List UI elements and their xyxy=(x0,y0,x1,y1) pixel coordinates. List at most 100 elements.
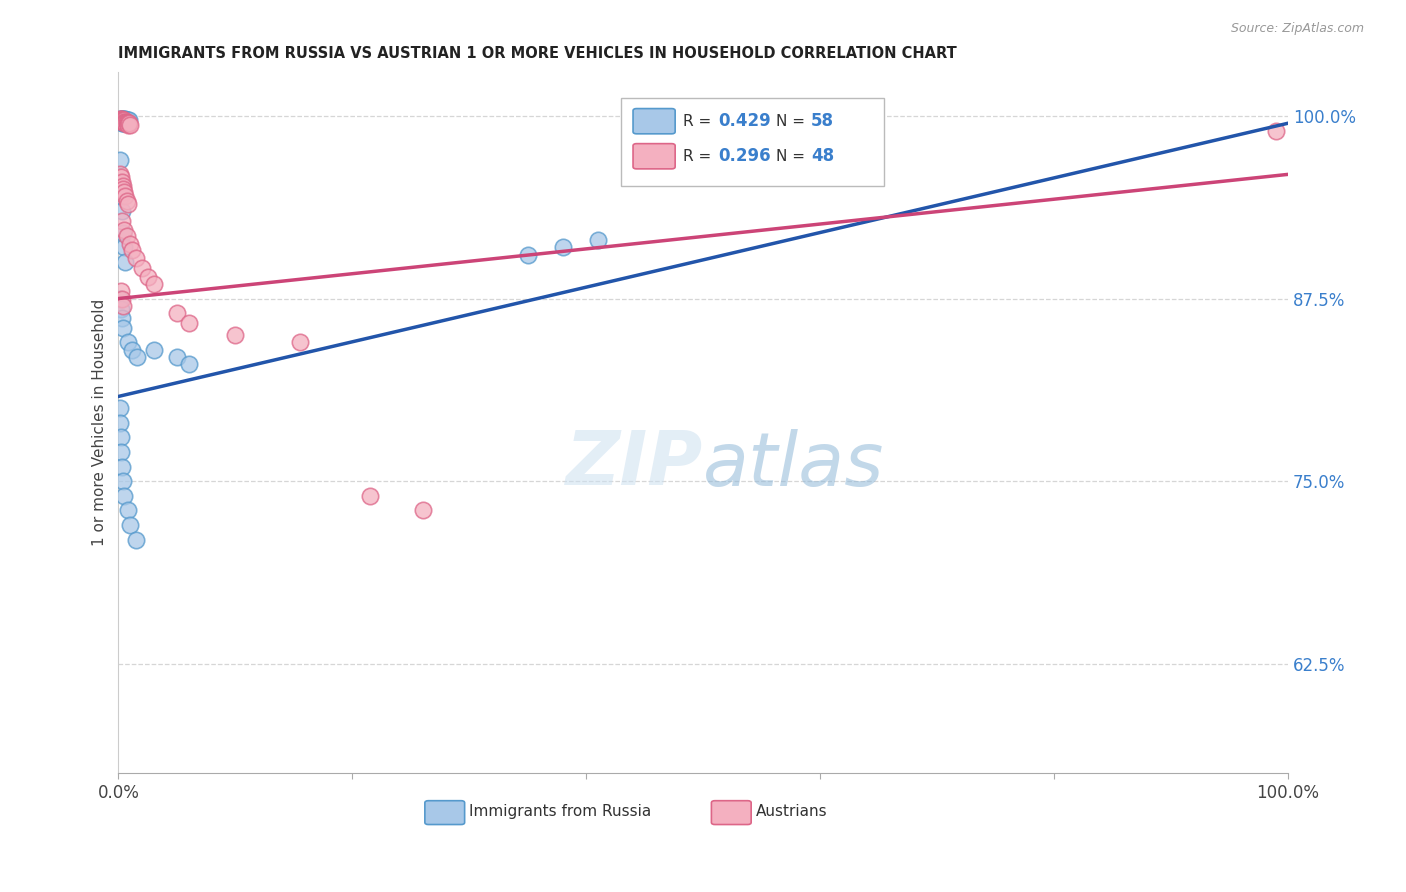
Point xyxy=(112,112,135,126)
Text: R =: R = xyxy=(683,113,717,128)
Point xyxy=(111,175,134,189)
Point xyxy=(108,167,131,181)
Point xyxy=(112,115,135,129)
Text: R =: R = xyxy=(683,149,717,164)
Point xyxy=(412,503,434,517)
Point xyxy=(117,118,139,132)
Point xyxy=(111,113,134,128)
Text: ZIP: ZIP xyxy=(567,428,703,501)
Point xyxy=(108,401,131,416)
Point xyxy=(110,170,132,185)
Point xyxy=(112,299,135,313)
FancyBboxPatch shape xyxy=(425,801,464,824)
Point xyxy=(112,179,135,194)
Point xyxy=(640,167,662,181)
Point xyxy=(112,240,135,254)
Point xyxy=(166,306,188,320)
Point xyxy=(110,115,132,129)
Point xyxy=(110,113,132,128)
Point xyxy=(177,317,200,331)
Point xyxy=(112,489,135,503)
Text: N =: N = xyxy=(776,113,810,128)
Point xyxy=(115,115,138,129)
Point xyxy=(117,115,139,129)
Point xyxy=(121,244,143,258)
Point xyxy=(586,233,609,247)
Point xyxy=(112,116,135,130)
Point xyxy=(110,112,132,126)
Point xyxy=(142,343,165,357)
Text: 48: 48 xyxy=(811,147,834,165)
Text: IMMIGRANTS FROM RUSSIA VS AUSTRIAN 1 OR MORE VEHICLES IN HOUSEHOLD CORRELATION C: IMMIGRANTS FROM RUSSIA VS AUSTRIAN 1 OR … xyxy=(118,46,957,62)
Point xyxy=(117,113,139,128)
Point xyxy=(115,228,138,243)
Point xyxy=(108,292,131,306)
Point xyxy=(110,112,132,126)
FancyBboxPatch shape xyxy=(633,109,675,134)
Point xyxy=(516,248,538,262)
Point xyxy=(142,277,165,291)
FancyBboxPatch shape xyxy=(711,801,751,824)
Point xyxy=(115,113,138,128)
Point xyxy=(112,223,135,237)
Point xyxy=(136,269,159,284)
Point xyxy=(127,350,149,364)
Point xyxy=(120,237,142,252)
Point xyxy=(112,113,135,128)
Point xyxy=(117,335,139,350)
Point xyxy=(111,310,134,325)
Text: 0.296: 0.296 xyxy=(718,147,770,165)
Point xyxy=(108,112,131,126)
Point xyxy=(551,240,574,254)
Point xyxy=(110,301,132,316)
Point xyxy=(112,113,135,128)
Point xyxy=(114,116,136,130)
Point xyxy=(111,115,134,129)
Point xyxy=(111,292,134,306)
Point xyxy=(224,328,246,343)
Point xyxy=(112,113,135,128)
Point xyxy=(111,203,134,218)
Point xyxy=(359,489,381,503)
Point xyxy=(118,113,141,128)
Point xyxy=(110,445,132,459)
Point xyxy=(125,533,148,547)
Point xyxy=(112,474,135,488)
Point xyxy=(114,189,136,203)
Point xyxy=(108,175,131,189)
Text: N =: N = xyxy=(776,149,810,164)
FancyBboxPatch shape xyxy=(621,98,884,186)
Point xyxy=(125,251,148,265)
Point xyxy=(114,255,136,269)
Point xyxy=(166,350,188,364)
Point xyxy=(112,116,135,130)
Point xyxy=(111,112,134,126)
Text: Source: ZipAtlas.com: Source: ZipAtlas.com xyxy=(1230,22,1364,36)
Point xyxy=(115,194,138,208)
Text: atlas: atlas xyxy=(703,429,884,500)
Point xyxy=(108,153,131,167)
Point xyxy=(121,343,143,357)
Point xyxy=(1265,123,1288,137)
Point xyxy=(112,226,135,240)
Point xyxy=(115,116,138,130)
Point xyxy=(114,115,136,129)
Point xyxy=(110,430,132,444)
Point xyxy=(681,119,703,133)
Point xyxy=(111,116,134,130)
Point xyxy=(115,116,138,130)
Point xyxy=(112,113,135,128)
Point xyxy=(111,113,134,128)
FancyBboxPatch shape xyxy=(633,144,675,169)
Point xyxy=(288,335,311,350)
Point xyxy=(111,112,134,126)
Point xyxy=(108,112,131,126)
Point xyxy=(110,189,132,203)
Point xyxy=(112,320,135,334)
Text: 58: 58 xyxy=(811,112,834,130)
Point xyxy=(112,185,135,199)
Point xyxy=(120,118,142,132)
Point xyxy=(721,109,744,123)
Point xyxy=(114,115,136,129)
Point xyxy=(117,116,139,130)
